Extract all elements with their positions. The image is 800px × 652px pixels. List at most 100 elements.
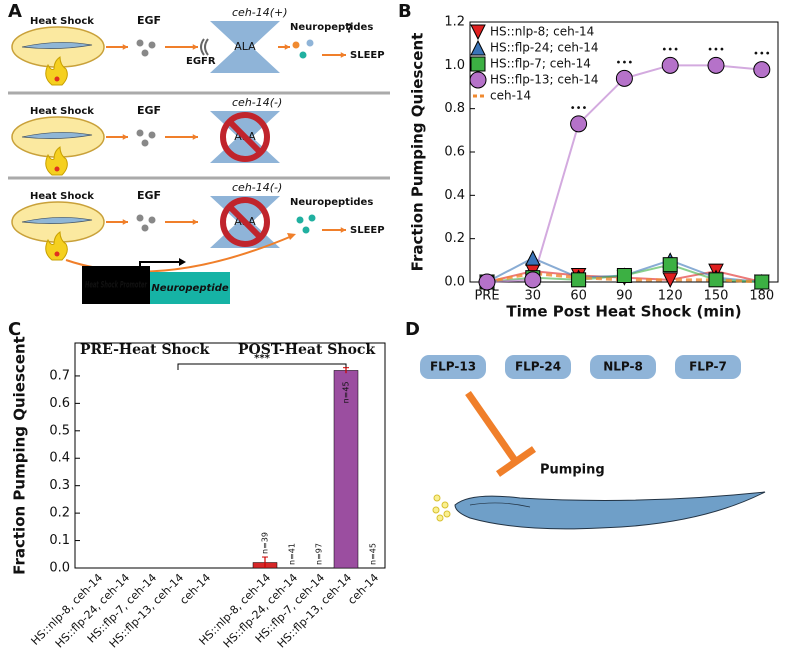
y-tick-label: 0.6	[444, 145, 465, 160]
peptide-dot	[299, 51, 307, 59]
neuropeptides-label: Neuropeptides	[290, 197, 373, 208]
neuropeptides-label: Neuropeptides	[290, 22, 373, 33]
arrow-head	[122, 44, 128, 50]
block-slash	[227, 119, 263, 155]
significance: •••	[661, 44, 679, 55]
peptide-dot	[308, 214, 316, 222]
flame	[45, 146, 68, 176]
bracket	[177, 363, 347, 370]
y-tick-label: 0.2	[49, 506, 70, 521]
egf-dot	[148, 216, 156, 224]
y-tick-label: 0.4	[444, 188, 465, 203]
n-label: n=45	[369, 543, 378, 565]
peptide-dot	[292, 41, 300, 49]
block-slash	[227, 204, 263, 240]
significance: •••	[753, 49, 771, 60]
egf-label: EGF	[137, 104, 161, 117]
egf-dot	[141, 224, 149, 232]
marker	[707, 56, 725, 74]
transgene-label: Neuropeptide	[151, 283, 229, 294]
peptide-box	[590, 355, 656, 379]
egf-dot	[141, 49, 149, 57]
n-label: n=41	[288, 543, 297, 565]
heat-shock-label: Heat Shock	[30, 106, 94, 117]
legend-label: HS::flp-24; ceh-14	[490, 41, 599, 55]
worm	[454, 491, 766, 530]
marker	[616, 268, 632, 283]
legend-label: ceh-14	[490, 89, 531, 103]
peptide-dot	[296, 216, 304, 224]
flame-core	[54, 76, 60, 82]
y-axis-label: Fraction Pumping Quiescent	[11, 336, 29, 575]
block	[220, 197, 270, 247]
y-tick-label: 0.0	[49, 561, 70, 576]
ala-label: ALA	[234, 40, 256, 53]
n-label: n=45	[342, 381, 351, 403]
arrow-head	[192, 219, 198, 225]
marker	[615, 69, 633, 87]
plot-frame	[74, 342, 386, 569]
marker	[470, 39, 486, 56]
y-tick-label: 0.4	[49, 451, 70, 466]
flame-core	[54, 251, 60, 257]
y-tick-label: 1.2	[444, 15, 465, 30]
y-tick-label: 0.1	[49, 533, 70, 548]
egf-dot	[141, 139, 149, 147]
y-tick-label: 0.5	[49, 423, 70, 438]
marker	[753, 61, 771, 79]
legend-label: HS::flp-7; ceh-14	[490, 57, 591, 71]
peptide-label: FLP-24	[515, 360, 561, 374]
marker	[754, 274, 770, 290]
heat-shock-label: Heat Shock	[30, 191, 94, 202]
flame	[45, 56, 68, 86]
marker	[470, 24, 486, 41]
marker	[708, 272, 724, 288]
worm	[21, 132, 93, 139]
food	[441, 501, 449, 509]
pharynx	[469, 502, 531, 508]
peptide-label: FLP-13	[430, 360, 476, 374]
x-tick-label: 150	[704, 289, 729, 304]
peptide-label: FLP-7	[689, 360, 727, 374]
panel-label: C	[8, 319, 21, 340]
x-tick-label: ceh-14	[345, 571, 381, 607]
egf-dot	[148, 131, 156, 139]
ala-neuron	[210, 21, 280, 73]
worm	[21, 217, 93, 224]
arrow-head	[340, 52, 346, 58]
flame-core	[54, 166, 60, 172]
arrow-head	[179, 258, 186, 266]
egf-label: EGF	[137, 189, 161, 202]
food	[432, 506, 440, 514]
n-label: n=39	[261, 532, 270, 554]
y-tick-label: 0.7	[49, 368, 70, 383]
peptide-dot	[306, 39, 314, 47]
arrow-head	[287, 233, 296, 240]
legend-label: HS::nlp-8; ceh-14	[490, 25, 594, 39]
arrow-head	[192, 44, 198, 50]
y-tick-label: 0.8	[444, 101, 465, 116]
worm	[21, 42, 93, 49]
arrow-head	[122, 134, 128, 140]
pumping-label: Pumping	[540, 463, 605, 478]
peptide-label: NLP-8	[603, 360, 643, 374]
food	[433, 494, 441, 502]
y-tick-label: 0.2	[444, 231, 465, 246]
marker	[470, 56, 486, 72]
x-tick-label: 30	[525, 289, 542, 304]
gene-label: ceh-14(-)	[232, 181, 282, 194]
significance: •••	[570, 103, 588, 114]
transgene-box	[150, 272, 230, 304]
x-tick-label: 90	[616, 289, 633, 304]
y-tick-label: 0.3	[49, 478, 70, 493]
egfr-label: EGFR	[186, 56, 216, 67]
gene-label: ceh-14(+)	[232, 6, 288, 19]
x-tick-label: ceh-14	[177, 571, 213, 607]
significance: •••	[616, 57, 634, 68]
marker	[571, 272, 587, 288]
arrow-head	[284, 44, 290, 50]
bar	[333, 370, 359, 569]
y-tick-label: 0.6	[49, 396, 70, 411]
marker	[478, 273, 496, 291]
